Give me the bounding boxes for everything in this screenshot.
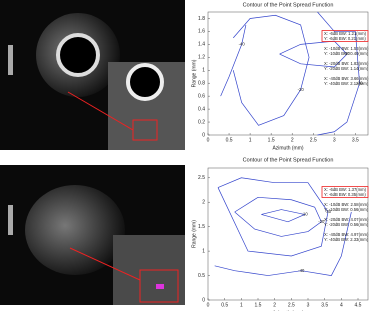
bandwidth-annotation: X: -6dB BW: 1.21(mm) <box>324 31 367 36</box>
highlight-box <box>321 30 369 42</box>
bandwidth-annotation: X: -20dB BW: 4.07(mm) <box>324 217 369 222</box>
x-tick-label: 4.5 <box>355 302 362 308</box>
y-tick-label: 1 <box>202 248 205 254</box>
contour-line <box>232 14 310 126</box>
contour-line <box>214 211 352 276</box>
y-tick-label: 1.2 <box>198 55 205 61</box>
bandwidth-annotation: X: -6dB BW: 1.37(mm) <box>324 187 367 192</box>
y-tick-label: 0 <box>202 132 205 138</box>
contour-line <box>217 177 329 257</box>
bandwidth-annotation: X: -40dB BW: 3.66(mm) <box>324 76 369 81</box>
bandwidth-annotation: X: -10dB BW: 2.58(mm) <box>324 202 369 207</box>
contour-level: -10 <box>344 51 351 56</box>
x-tick-label: 4 <box>340 302 343 308</box>
x-tick-label: 1.5 <box>268 137 275 143</box>
bandwidth-annotation: X: -10dB BW: 1.53(mm) <box>324 46 369 51</box>
y-tick-label: 1.5 <box>198 224 205 230</box>
bandwidth-annotation: Y: -6dB BW: 0.21(mm) <box>324 36 366 41</box>
contour-level: -40 <box>298 268 305 273</box>
contour-level: -30 <box>357 80 364 85</box>
chart-title: Contour of the Point Spread Function <box>243 157 334 163</box>
y-tick-label: 0.4 <box>198 106 205 112</box>
y-tick-label: 0.5 <box>198 273 205 279</box>
plot-area <box>207 11 369 136</box>
x-tick-label: 0 <box>207 137 210 143</box>
x-tick-label: 3 <box>307 302 310 308</box>
contour-line <box>220 24 247 97</box>
y-axis-label: Range (mm) <box>191 59 197 87</box>
ultrasound-bottom <box>0 165 185 305</box>
x-tick-label: 3.5 <box>321 302 328 308</box>
x-tick-label: 2 <box>291 137 294 143</box>
highlight-box <box>321 186 369 198</box>
x-tick-label: 2 <box>273 302 276 308</box>
x-tick-label: 1 <box>240 302 243 308</box>
contour-line <box>317 11 360 136</box>
contour-level: -10 <box>302 212 309 217</box>
y-tick-label: 1 <box>202 68 205 74</box>
x-axis-label: Azimuth (mm) <box>272 145 303 151</box>
y-tick-label: 0 <box>202 297 205 303</box>
contour-line <box>279 40 348 68</box>
contour-level: -40 <box>239 41 246 46</box>
contour-line <box>234 196 322 237</box>
bandwidth-annotation: Y: -6dB BW: 0.35(mm) <box>324 192 366 197</box>
x-tick-label: 2.5 <box>288 302 295 308</box>
bandwidth-annotation: Y: -10dB BW: 0.56(mm) <box>324 207 369 212</box>
bandwidth-annotation: Y: -40dB BW: 2.33(mm) <box>324 237 369 242</box>
plot-area <box>207 167 369 301</box>
contour-level: -30 <box>325 209 332 214</box>
ultrasound-top <box>0 0 185 150</box>
y-tick-label: 1.6 <box>198 29 205 35</box>
bandwidth-annotation: Y: -10dB BW: 0.40(mm) <box>324 51 369 56</box>
y-tick-label: 1.4 <box>198 42 205 48</box>
contour-level: -20 <box>318 219 325 224</box>
x-tick-label: 2.5 <box>310 137 317 143</box>
x-tick-label: 3 <box>333 137 336 143</box>
y-tick-label: 1.8 <box>198 16 205 22</box>
x-tick-label: 3.5 <box>352 137 359 143</box>
y-tick-label: 2.5 <box>198 175 205 181</box>
bandwidth-annotation: X: -40dB BW: 4.97(mm) <box>324 232 369 237</box>
y-tick-label: 0.8 <box>198 81 205 87</box>
x-tick-label: 0.5 <box>221 302 228 308</box>
y-tick-label: 0.2 <box>198 119 205 125</box>
x-tick-label: 1 <box>249 137 252 143</box>
y-tick-label: 2 <box>202 200 205 206</box>
bandwidth-annotation: X: -20dB BW: 1.83(mm) <box>324 61 369 66</box>
y-axis-label: Range (mm) <box>191 220 197 248</box>
chart-title: Contour of the Point Spread Function <box>243 2 334 8</box>
contour-line <box>261 209 306 223</box>
contour-level: -20 <box>298 87 305 92</box>
bandwidth-annotation: Y: -20dB BW: 1.14(mm) <box>324 66 369 71</box>
y-tick-label: 0.6 <box>198 93 205 99</box>
x-tick-label: 0 <box>207 302 210 308</box>
bandwidth-annotation: Y: -20dB BW: 0.56(mm) <box>324 222 369 227</box>
bandwidth-annotation: Y: -40dB BW: 2.12(mm) <box>324 81 369 86</box>
x-tick-label: 1.5 <box>255 302 262 308</box>
x-tick-label: 0.5 <box>226 137 233 143</box>
